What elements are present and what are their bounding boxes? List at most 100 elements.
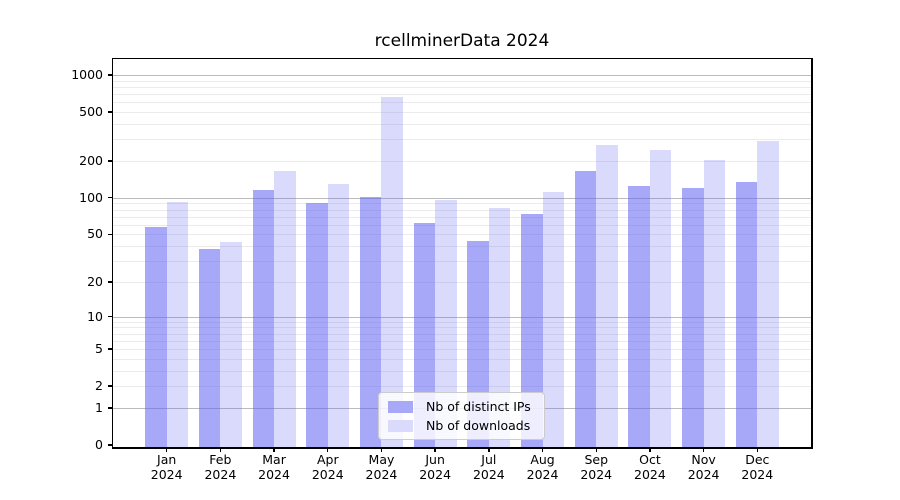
bar-distinct-ips <box>735 182 758 447</box>
x-tick-year: 2024 <box>526 466 559 482</box>
bar-downloads <box>381 97 403 447</box>
bar-downloads <box>542 191 565 447</box>
x-tick-label: Feb 2024 <box>192 452 248 482</box>
minor-gridline <box>113 216 811 218</box>
x-tick-label: Oct 2024 <box>622 452 678 482</box>
bar-distinct-ips <box>574 171 597 447</box>
y-tick-mark <box>108 111 113 113</box>
x-tick-label: Nov 2024 <box>676 452 732 482</box>
bar-distinct-ips <box>359 196 382 447</box>
legend-swatch-distinct-ips <box>388 400 413 413</box>
minor-gridline <box>113 224 811 226</box>
bar-downloads <box>327 183 350 447</box>
x-tick-year: 2024 <box>580 466 613 482</box>
y-tick-mark <box>108 74 113 76</box>
x-tick-year: 2024 <box>150 466 183 482</box>
minor-gridline <box>113 203 811 205</box>
y-tick-label: 1000 <box>71 66 103 82</box>
axis-spine-left <box>111 57 113 449</box>
legend-item-distinct-ips: Nb of distinct IPs <box>388 397 535 416</box>
y-tick-label: 0 <box>95 437 103 452</box>
x-tick-mark <box>273 447 275 452</box>
x-tick-mark <box>327 447 329 452</box>
plot-area <box>111 57 813 449</box>
bar-distinct-ips <box>306 203 328 447</box>
x-tick-year: 2024 <box>258 466 290 482</box>
x-tick-label: Jun 2024 <box>407 452 463 482</box>
minor-gridline <box>113 333 811 335</box>
x-tick-mark <box>165 447 168 452</box>
legend: Nb of distinct IPs Nb of downloads <box>378 392 545 440</box>
x-tick-label: Aug 2024 <box>515 452 571 482</box>
bar-downloads <box>274 170 296 447</box>
minor-gridline <box>113 321 811 323</box>
minor-gridline <box>113 358 811 360</box>
axis-spine-bottom <box>111 447 813 449</box>
minor-gridline <box>113 86 811 88</box>
x-tick-year: 2024 <box>311 466 344 482</box>
x-tick-year: 2024 <box>741 466 774 482</box>
y-tick-mark <box>108 281 113 283</box>
x-tick-month: Apr <box>316 452 339 467</box>
y-tick-label: 500 <box>79 103 103 119</box>
x-tick-month: Jul <box>481 452 497 467</box>
bar-downloads <box>488 208 511 447</box>
y-tick-label: 50 <box>87 226 103 242</box>
minor-gridline <box>113 370 811 372</box>
legend-label-downloads: Nb of downloads <box>426 418 531 433</box>
y-tick-mark <box>108 197 113 199</box>
legend-swatch-downloads <box>388 419 413 432</box>
x-tick-month: Jun <box>425 452 445 467</box>
x-tick-month: Feb <box>209 452 232 467</box>
bar-downloads <box>220 242 242 447</box>
minor-gridline <box>113 281 811 283</box>
x-tick-year: 2024 <box>687 466 720 482</box>
minor-gridline <box>113 80 811 82</box>
bar-downloads <box>703 160 726 447</box>
bar-downloads <box>649 150 672 447</box>
major-gridline <box>113 316 811 318</box>
bar-downloads <box>435 199 457 447</box>
x-tick-year: 2024 <box>365 466 398 482</box>
minor-gridline <box>113 340 811 342</box>
x-tick-year: 2024 <box>419 466 452 482</box>
y-tick-mark <box>108 348 113 350</box>
minor-gridline <box>113 327 811 329</box>
x-tick-year: 2024 <box>204 466 237 482</box>
x-tick-month: Aug <box>530 452 555 467</box>
x-tick-label: Sep 2024 <box>568 452 624 482</box>
major-gridline <box>113 74 811 76</box>
bar-distinct-ips <box>682 188 704 447</box>
x-tick-mark <box>434 447 436 452</box>
x-tick-month: Mar <box>262 452 286 467</box>
x-tick-year: 2024 <box>472 466 505 482</box>
x-tick-label: Jul 2024 <box>461 452 517 482</box>
minor-gridline <box>113 139 811 141</box>
x-tick-label: Apr 2024 <box>300 452 356 482</box>
x-tick-label: May 2024 <box>353 452 409 482</box>
legend-label-distinct-ips: Nb of distinct IPs <box>426 399 531 414</box>
y-tick-label: 20 <box>87 273 103 289</box>
bar-downloads <box>757 141 779 447</box>
y-tick-mark <box>108 160 113 162</box>
axis-spine-top <box>111 57 813 59</box>
bar-distinct-ips <box>252 189 275 447</box>
y-tick-mark <box>108 385 113 387</box>
y-tick-label: 2 <box>95 378 103 394</box>
x-tick-month: May <box>368 452 395 467</box>
bar-distinct-ips <box>521 214 543 447</box>
x-tick-mark <box>702 447 705 452</box>
x-tick-mark <box>488 447 490 452</box>
minor-gridline <box>113 261 811 263</box>
major-gridline <box>113 197 811 199</box>
chart-title: rcellminerData 2024 <box>374 31 550 51</box>
x-tick-label: Dec 2024 <box>729 452 785 482</box>
y-tick-mark <box>108 233 113 236</box>
x-tick-mark <box>756 447 758 452</box>
y-tick-label: 200 <box>79 152 103 168</box>
x-tick-month: Sep <box>584 452 608 467</box>
minor-gridline <box>113 123 811 125</box>
y-tick-label: 5 <box>95 341 103 356</box>
x-tick-mark <box>541 447 544 452</box>
